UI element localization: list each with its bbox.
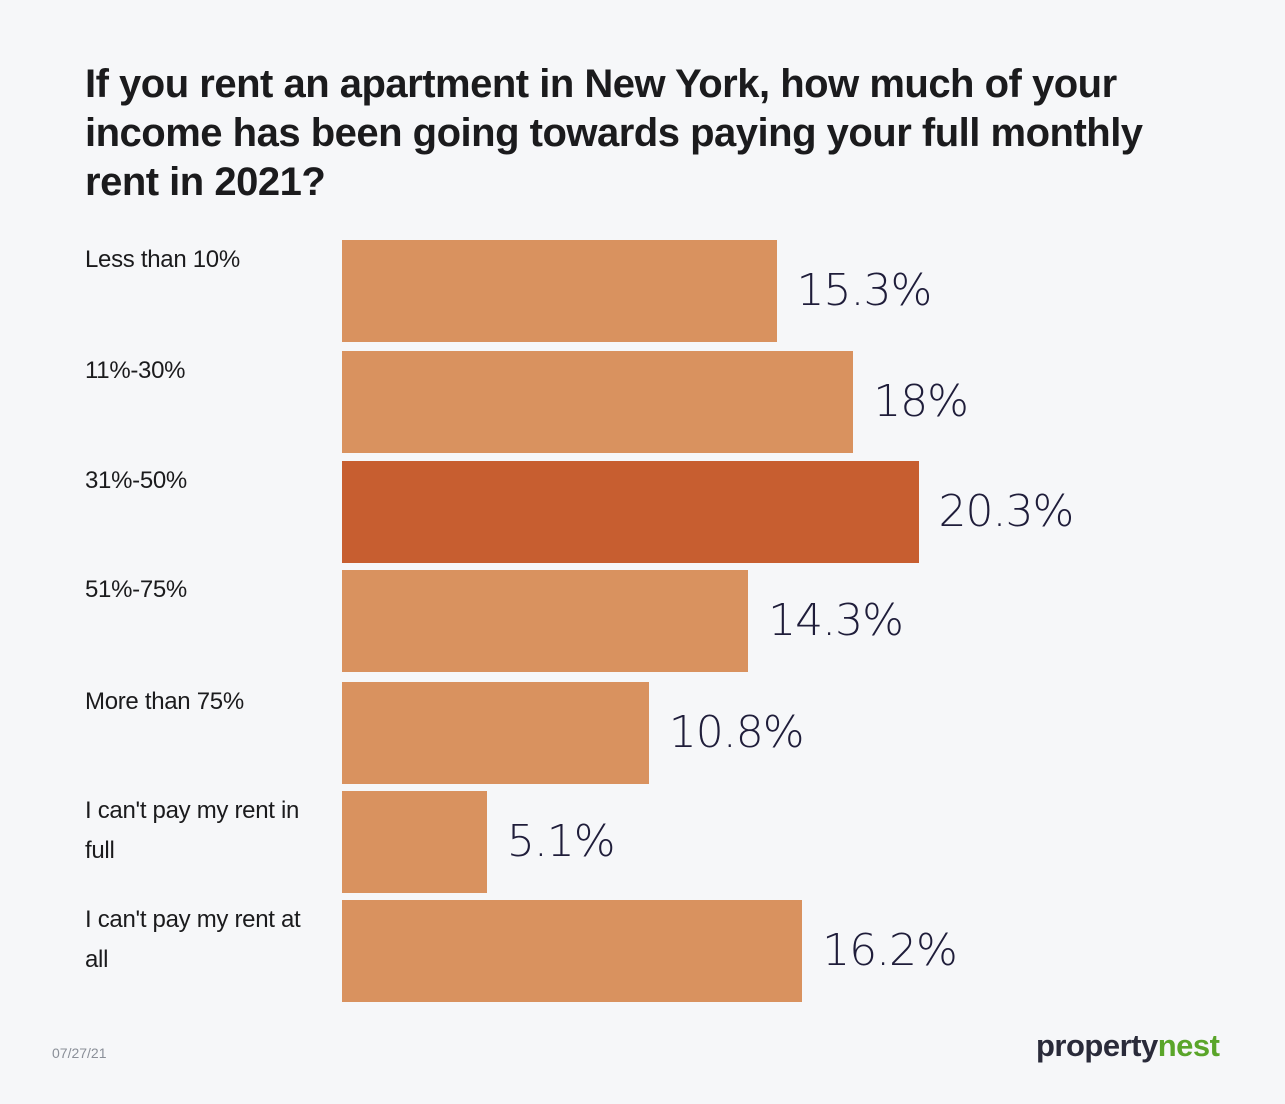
data-label: 18% (873, 376, 969, 427)
bar (342, 461, 919, 563)
logo-text-property: property (1036, 1028, 1158, 1063)
category-label: Less than 10% (85, 246, 240, 273)
data-label: 16.2% (822, 925, 958, 976)
data-label: 5.1% (506, 816, 616, 867)
data-label: 14.3% (768, 595, 904, 646)
category-label: I can't pay my rent in full (85, 797, 300, 864)
bar (342, 570, 749, 672)
bar (342, 900, 803, 1002)
category-label: More than 75% (85, 688, 244, 715)
logo-text-nest: nest (1157, 1028, 1220, 1063)
category-label: 51%-75% (85, 576, 187, 603)
data-label: 10.8% (668, 707, 805, 758)
propertynest-logo: propertynest (1036, 1028, 1220, 1064)
category-label: I can't pay my rent at all (85, 906, 301, 973)
bar (342, 682, 649, 784)
data-label: 20.3% (938, 486, 1075, 537)
data-label: 15.3% (796, 265, 933, 316)
bar (342, 351, 854, 453)
bar (342, 791, 487, 893)
bar (342, 240, 777, 342)
category-label: 31%-50% (85, 467, 187, 494)
category-label: 11%-30% (85, 357, 186, 384)
date-stamp: 07/27/21 (52, 1045, 107, 1061)
chart-title: If you rent an apartment in New York, ho… (85, 62, 1143, 204)
